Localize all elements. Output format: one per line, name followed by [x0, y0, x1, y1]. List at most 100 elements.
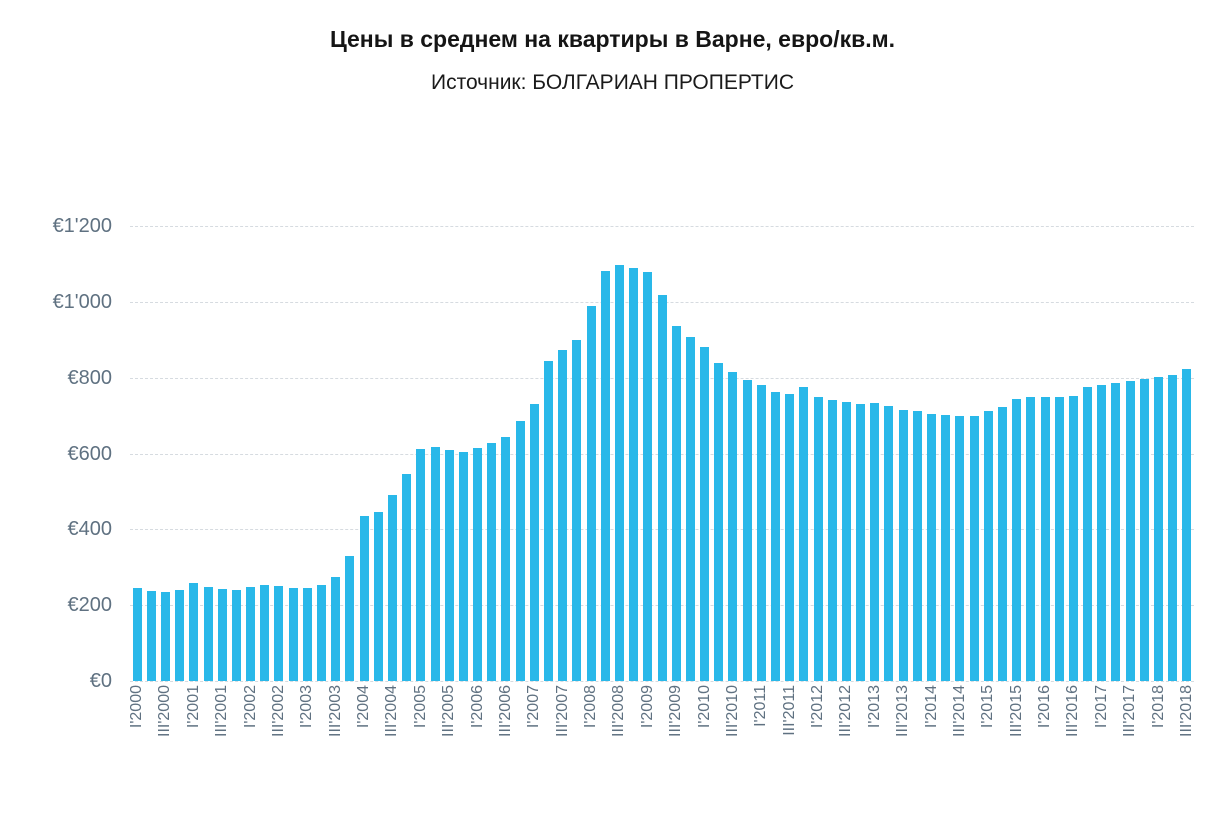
x-axis-label: I'2007	[525, 685, 543, 729]
x-axis-label: I'2008	[582, 685, 600, 729]
bar	[941, 414, 951, 681]
bar	[912, 411, 922, 681]
page: { "chart_data": { "type": "bar", "title"…	[0, 26, 1225, 815]
x-axis-label: I'2012	[809, 685, 827, 729]
bar	[246, 587, 256, 681]
bar	[841, 402, 851, 681]
bar	[714, 363, 724, 681]
y-axis-label: €1'200	[52, 215, 112, 237]
bar	[402, 474, 412, 681]
x-axis-label: III'2001	[213, 685, 231, 737]
x-axis-label: III'2010	[723, 685, 741, 737]
bar	[586, 305, 596, 681]
x-axis-label: III'2000	[156, 685, 174, 737]
y-axis-label: €800	[67, 366, 113, 389]
bar	[331, 576, 341, 681]
bar	[515, 421, 525, 681]
x-axis-label: III'2004	[383, 685, 401, 737]
x-axis-label: III'2012	[837, 685, 855, 737]
bar	[1111, 383, 1121, 681]
bar	[1026, 397, 1036, 681]
x-axis-label: I'2011	[752, 685, 770, 727]
bar	[643, 271, 653, 681]
bar	[274, 586, 284, 681]
bar	[997, 407, 1007, 681]
x-axis-label: III'2016	[1064, 685, 1082, 737]
y-axis-label: €600	[67, 442, 113, 465]
x-axis-label: III'2006	[496, 685, 514, 737]
bar	[1083, 387, 1093, 681]
bar	[132, 588, 142, 681]
chart-subtitle: Источник: БОЛГАРИАН ПРОПЕРТИС	[430, 71, 795, 94]
x-axis-label: I'2017	[1092, 685, 1110, 729]
bar	[416, 448, 426, 681]
x-axis-label: I'2009	[638, 685, 656, 729]
y-axis-label: €1'000	[52, 290, 112, 313]
y-axis-label: €0	[89, 670, 112, 692]
bar	[1040, 396, 1050, 681]
bar	[444, 449, 454, 681]
bar	[884, 406, 894, 681]
x-axis-label: III'2011	[780, 685, 798, 736]
bar	[387, 495, 397, 681]
bar	[770, 391, 780, 681]
bar	[317, 585, 327, 681]
x-axis-label: I'2014	[922, 685, 940, 729]
bar	[359, 516, 369, 681]
bar	[671, 326, 681, 681]
x-axis-label: III'2013	[894, 685, 912, 737]
x-axis-label: III'2007	[553, 685, 571, 737]
bar	[160, 591, 170, 681]
bar	[430, 446, 440, 681]
x-axis-label: III'2008	[610, 685, 628, 737]
bar	[302, 588, 312, 681]
x-axis-label: I'2018	[1149, 685, 1167, 729]
bar	[1182, 369, 1192, 681]
bar	[1154, 376, 1164, 681]
bar	[728, 371, 738, 681]
bar	[203, 586, 213, 681]
bar	[1139, 378, 1149, 681]
bar	[600, 270, 610, 681]
bar	[799, 387, 809, 681]
x-axis-label: I'2010	[695, 685, 713, 729]
bar	[1068, 395, 1078, 681]
bar	[700, 347, 710, 681]
x-axis-label: I'2016	[1036, 685, 1054, 729]
plot-area	[130, 226, 1194, 682]
bar	[487, 442, 497, 681]
bar	[373, 511, 383, 681]
bar	[217, 588, 227, 681]
bar	[1168, 374, 1178, 681]
bar	[288, 587, 298, 681]
x-axis-label: III'2003	[326, 685, 344, 737]
y-axis-label: €200	[67, 594, 113, 617]
bar	[231, 590, 241, 681]
x-axis-label: III'2002	[269, 685, 287, 737]
bar	[955, 416, 965, 681]
bar	[458, 451, 468, 681]
x-axis-label: I'2000	[128, 685, 146, 729]
bar	[813, 396, 823, 681]
x-axis-label: I'2001	[184, 685, 202, 729]
x-axis-labels: I'2000 III'2000 I'2001 III'2001 I'2002 III'20…	[128, 685, 1195, 795]
bar	[827, 400, 837, 681]
x-axis-label: III'2018	[1177, 685, 1195, 737]
bar	[685, 336, 695, 681]
chart-header: Цены в среднем на квартиры в Варне, евро…	[43, 26, 1183, 95]
bar	[473, 447, 483, 681]
bar	[572, 339, 582, 681]
bar	[189, 583, 199, 681]
bar	[614, 264, 624, 681]
bar	[1012, 398, 1022, 681]
x-axis-label: III'2005	[440, 685, 458, 737]
bar	[629, 267, 639, 681]
x-axis-label: I'2005	[411, 685, 429, 729]
x-axis-label: I'2013	[865, 685, 883, 729]
bar	[756, 384, 766, 681]
bar	[1054, 396, 1064, 681]
bar	[785, 393, 795, 681]
x-axis-label: I'2002	[241, 685, 259, 729]
bar	[927, 413, 937, 681]
x-axis-label: I'2006	[468, 685, 486, 729]
